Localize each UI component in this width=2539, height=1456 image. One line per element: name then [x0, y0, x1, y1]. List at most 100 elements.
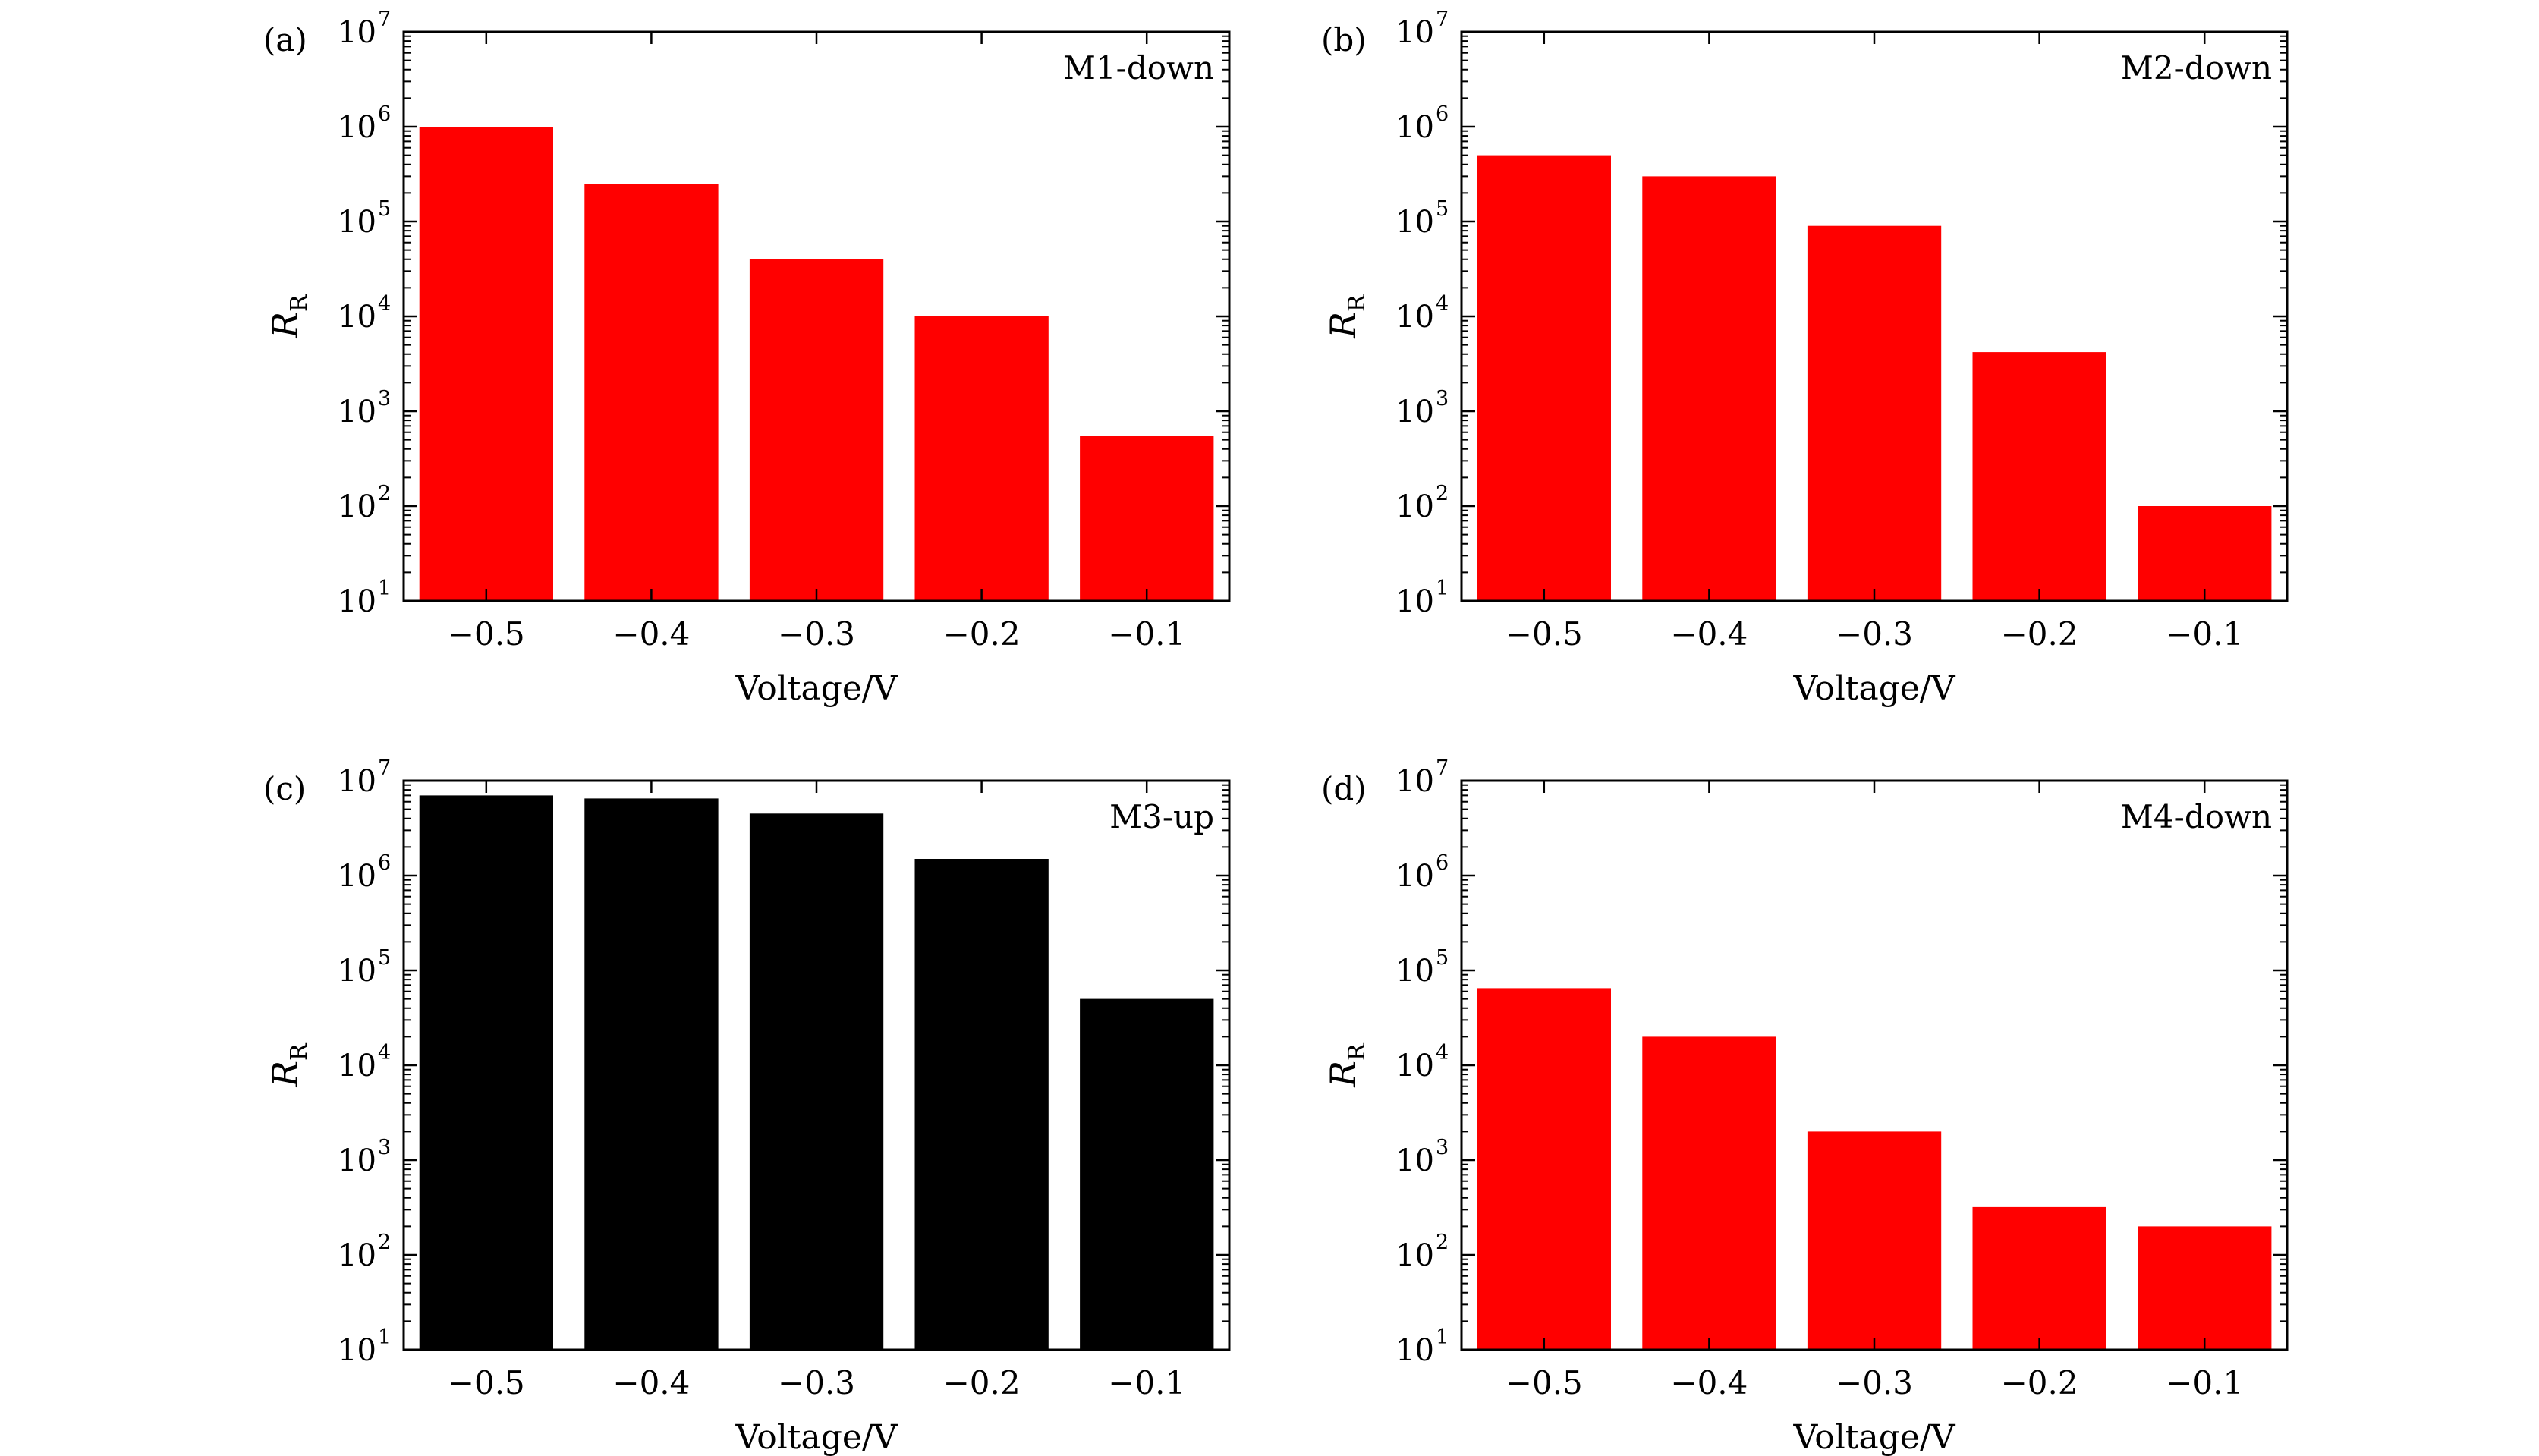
y-axis-label: RR — [265, 1042, 313, 1088]
y-tick-label: 10 2 — [338, 482, 391, 524]
y-tick-base: 10 — [1395, 205, 1434, 240]
y-tick-label: 10 5 — [338, 946, 391, 989]
y-tick-label: 10 3 — [338, 1136, 391, 1178]
y-tick-exponent: 5 — [1436, 946, 1449, 970]
bar-2 — [584, 184, 719, 602]
y-tick-label: 10 6 — [338, 851, 391, 894]
y-tick-base: 10 — [338, 110, 376, 145]
bar-1 — [1477, 988, 1611, 1350]
x-tick-label: −0.3 — [778, 615, 855, 653]
bar-3 — [749, 813, 884, 1350]
y-tick-base: 10 — [1395, 1238, 1434, 1273]
x-tick-label: −0.5 — [1505, 1364, 1583, 1401]
y-tick-base: 10 — [1395, 489, 1434, 524]
y-tick-exponent: 6 — [1436, 851, 1449, 875]
bar-4 — [914, 859, 1049, 1350]
y-tick-base: 10 — [1395, 584, 1434, 619]
y-tick-base: 10 — [338, 15, 376, 50]
y-tick-label: 10 4 — [338, 1041, 391, 1083]
x-tick-label: −0.3 — [1836, 615, 1913, 653]
y-tick-label: 10 1 — [1395, 577, 1449, 619]
y-tick-exponent: 6 — [1436, 102, 1449, 126]
y-tick-label: 10 7 — [338, 756, 391, 799]
x-tick-label: −0.1 — [2166, 1364, 2243, 1401]
bar-5 — [1080, 998, 1214, 1350]
panel-label: (a) — [263, 21, 307, 58]
bar-5 — [1080, 436, 1214, 601]
x-tick-label: −0.5 — [1505, 615, 1583, 653]
y-tick-exponent: 5 — [1436, 197, 1449, 221]
y-tick-base: 10 — [1395, 110, 1434, 145]
y-tick-base: 10 — [338, 300, 376, 335]
y-tick-exponent: 3 — [1436, 1136, 1449, 1159]
y-tick-label: 10 2 — [1395, 1231, 1449, 1273]
bar-2 — [1642, 176, 1776, 601]
y-tick-base: 10 — [1395, 300, 1434, 335]
y-axis-label-main: R — [265, 312, 306, 339]
y-tick-label: 10 5 — [1395, 197, 1449, 240]
panel-label: (c) — [263, 770, 306, 807]
y-axis-label-main: R — [1323, 312, 1364, 339]
panel-label: (b) — [1321, 21, 1367, 58]
y-tick-label: 10 2 — [1395, 482, 1449, 524]
y-tick-exponent: 2 — [378, 1231, 391, 1254]
y-tick-label: 10 3 — [1395, 1136, 1449, 1178]
bar-5 — [2138, 1226, 2272, 1350]
x-tick-label: −0.2 — [2001, 1364, 2078, 1401]
y-axis-label: RR — [1323, 1042, 1370, 1088]
x-axis-label: Voltage/V — [735, 1418, 898, 1456]
x-tick-label: −0.2 — [2001, 615, 2078, 653]
y-tick-exponent: 1 — [1436, 1325, 1449, 1349]
y-tick-exponent: 1 — [1436, 577, 1449, 600]
y-tick-label: 10 7 — [338, 8, 391, 50]
y-tick-exponent: 5 — [378, 946, 391, 970]
y-tick-exponent: 5 — [378, 197, 391, 221]
bar-4 — [914, 316, 1049, 601]
y-tick-exponent: 7 — [378, 756, 391, 780]
y-tick-exponent: 6 — [378, 851, 391, 875]
bar-3 — [749, 259, 884, 601]
bar-4 — [1972, 1206, 2106, 1350]
y-tick-label: 10 5 — [1395, 946, 1449, 989]
y-tick-exponent: 4 — [1436, 292, 1449, 316]
y-tick-base: 10 — [338, 584, 376, 619]
bar-1 — [419, 127, 553, 601]
y-tick-label: 10 4 — [1395, 1041, 1449, 1083]
y-tick-label: 10 7 — [1395, 8, 1449, 50]
y-tick-label: 10 3 — [338, 387, 391, 429]
y-tick-label: 10 7 — [1395, 756, 1449, 799]
bar-3 — [1807, 225, 1942, 601]
y-tick-label: 10 4 — [1395, 292, 1449, 335]
y-axis-label-sub: R — [1344, 294, 1370, 312]
y-tick-label: 10 6 — [1395, 102, 1449, 145]
y-tick-exponent: 3 — [378, 1136, 391, 1159]
x-tick-label: −0.3 — [778, 1364, 855, 1401]
y-tick-exponent: 7 — [1436, 8, 1449, 31]
y-tick-label: 10 1 — [1395, 1325, 1449, 1368]
y-tick-exponent: 1 — [378, 577, 391, 600]
y-tick-base: 10 — [338, 1143, 376, 1178]
y-tick-base: 10 — [338, 954, 376, 989]
y-tick-exponent: 6 — [378, 102, 391, 126]
x-tick-label: −0.4 — [612, 1364, 690, 1401]
x-axis-label: Voltage/V — [735, 669, 898, 708]
bar-1 — [1477, 155, 1611, 602]
x-tick-label: −0.5 — [448, 1364, 525, 1401]
y-tick-exponent: 2 — [1436, 482, 1449, 505]
y-tick-base: 10 — [338, 1238, 376, 1273]
y-axis-label-sub: R — [286, 1042, 313, 1061]
y-axis-label-sub: R — [286, 294, 313, 312]
y-tick-label: 10 6 — [1395, 851, 1449, 894]
y-tick-exponent: 1 — [378, 1325, 391, 1349]
y-tick-label: 10 5 — [338, 197, 391, 240]
y-tick-base: 10 — [338, 1333, 376, 1368]
x-tick-label: −0.4 — [1670, 615, 1748, 653]
x-tick-label: −0.1 — [1108, 615, 1185, 653]
x-tick-label: −0.1 — [2166, 615, 2243, 653]
y-axis-label-sub: R — [1344, 1042, 1370, 1061]
bar-2 — [1642, 1036, 1776, 1350]
y-axis-label-main: R — [265, 1061, 306, 1088]
x-axis-label: Voltage/V — [1792, 669, 1955, 708]
